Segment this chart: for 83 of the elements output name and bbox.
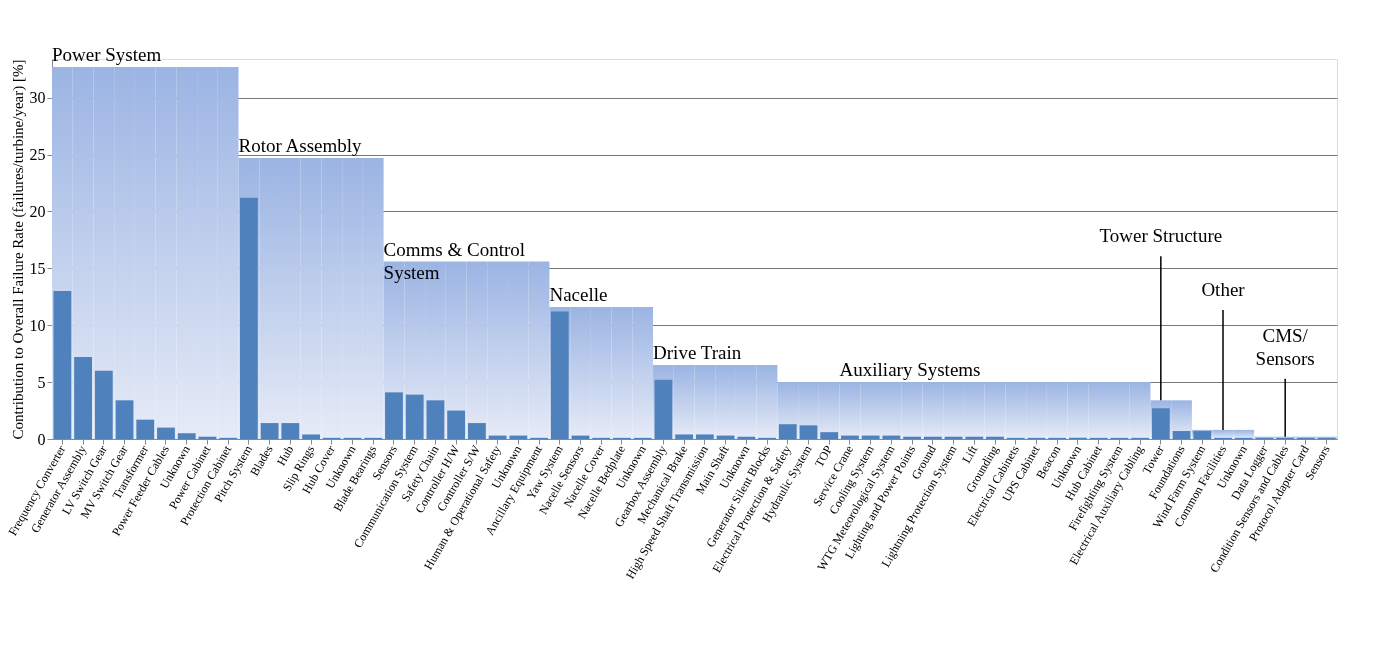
bar <box>259 157 280 439</box>
bar <box>922 382 944 439</box>
bar <box>300 157 322 439</box>
bar <box>405 394 424 439</box>
y-tick-label: 20 <box>29 202 46 220</box>
bar <box>281 423 300 439</box>
bar <box>1046 382 1068 439</box>
bar <box>984 382 1006 439</box>
bar <box>611 307 633 439</box>
annotation: Other <box>1201 278 1246 300</box>
bar <box>715 365 736 439</box>
bar <box>197 66 218 439</box>
bar <box>881 382 902 439</box>
bar <box>570 307 591 439</box>
bar <box>217 66 239 439</box>
bar <box>176 66 198 439</box>
bar <box>860 382 882 439</box>
annotation: CMS/ Sensors <box>1255 324 1315 369</box>
bar <box>963 382 985 439</box>
annotation: Rotor Assembly <box>238 134 363 156</box>
bar <box>675 434 694 439</box>
bar <box>239 197 258 439</box>
bar <box>1233 429 1255 439</box>
y-tick-label: 0 <box>37 430 46 448</box>
y-tick-label: 10 <box>29 316 46 334</box>
bar <box>590 307 612 439</box>
annotation: Tower Structure <box>1099 225 1223 247</box>
bar <box>155 66 177 439</box>
bar <box>302 434 320 439</box>
bar <box>778 424 797 439</box>
bar <box>901 382 923 439</box>
bar <box>426 400 445 439</box>
annotation: Drive Train <box>653 342 742 364</box>
annotation: Comms & Control System <box>383 238 526 283</box>
bar <box>466 261 488 439</box>
bar <box>1129 382 1151 439</box>
bar <box>1109 382 1130 439</box>
bar <box>1172 431 1191 439</box>
bar <box>177 433 196 439</box>
bar <box>1212 429 1234 439</box>
bar <box>385 392 403 439</box>
bar <box>756 365 778 439</box>
bar <box>820 432 839 439</box>
bar <box>279 157 301 439</box>
bar <box>115 400 134 439</box>
bar <box>114 66 135 439</box>
y-tick-label: 25 <box>29 146 46 164</box>
annotation: Auxiliary Systems <box>839 359 981 381</box>
annotation: Power System <box>52 43 162 65</box>
bar <box>487 261 508 439</box>
annotation: Nacelle <box>549 284 608 306</box>
bar <box>1026 382 1047 439</box>
bar <box>447 410 466 439</box>
bar <box>134 66 156 439</box>
bar <box>74 357 92 439</box>
bar <box>695 434 714 439</box>
y-tick-label: 30 <box>29 89 46 107</box>
bar <box>157 427 175 439</box>
bar <box>654 379 673 439</box>
bar <box>53 291 72 439</box>
bar <box>1088 382 1110 439</box>
y-tick-label: 15 <box>29 259 46 277</box>
bar <box>943 382 964 439</box>
bar <box>362 157 384 439</box>
bar <box>694 365 716 439</box>
bar <box>321 157 343 439</box>
bar <box>528 261 550 439</box>
bar <box>839 382 861 439</box>
y-axis-title: Contribution to Overall Failure Rate (failures/turbine/year) [%] <box>9 59 27 440</box>
bar <box>1151 408 1170 439</box>
bar <box>799 425 818 439</box>
bar <box>136 419 155 439</box>
bar <box>507 261 529 439</box>
bar <box>260 423 279 439</box>
bar <box>673 365 695 439</box>
bar <box>467 423 486 439</box>
bar <box>735 365 757 439</box>
bar <box>1005 382 1027 439</box>
bar <box>94 370 113 439</box>
bar <box>1067 382 1089 439</box>
bar <box>632 307 654 439</box>
y-tick-label: 5 <box>37 373 46 391</box>
bar <box>342 157 363 439</box>
